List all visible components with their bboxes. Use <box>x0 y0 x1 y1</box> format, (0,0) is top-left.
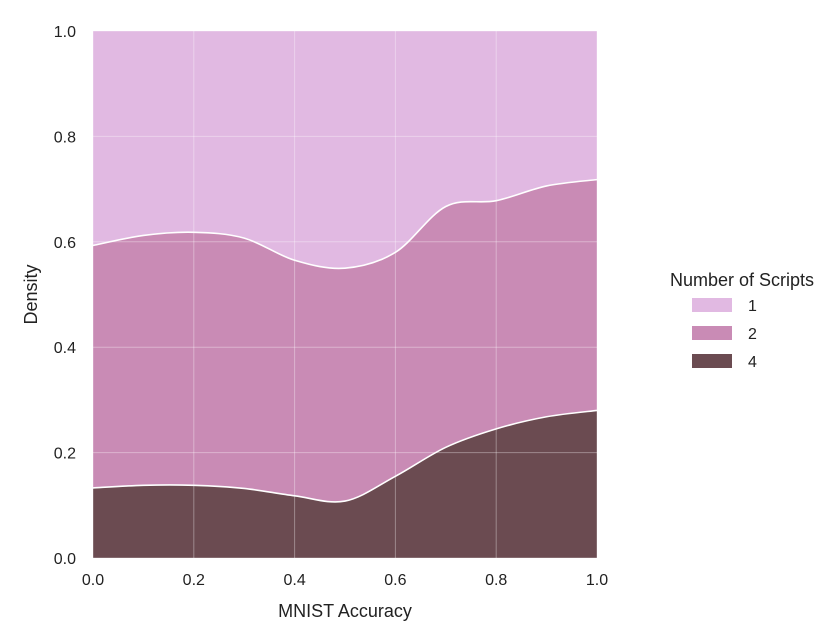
area-series-2 <box>93 179 597 502</box>
y-tick-label: 1.0 <box>54 24 76 41</box>
legend-label-2: 2 <box>748 326 757 343</box>
x-tick-label: 0.4 <box>283 572 305 589</box>
x-tick-labels: 0.0 0.2 0.4 0.6 0.8 1.0 <box>82 572 608 589</box>
grid-layer <box>92 30 598 559</box>
legend-swatch-4 <box>692 354 732 368</box>
y-tick-label: 0.8 <box>54 129 76 146</box>
boundary-layer <box>92 178 598 503</box>
y-tick-label: 0.0 <box>54 551 76 568</box>
boundary-line-series-2 <box>92 178 598 270</box>
y-tick-label: 0.6 <box>54 235 76 252</box>
legend-swatch-1 <box>692 298 732 312</box>
x-tick-label: 0.6 <box>384 572 406 589</box>
area-series-4 <box>93 410 597 558</box>
x-tick-label: 1.0 <box>586 572 608 589</box>
legend-label-1: 1 <box>748 298 757 315</box>
x-axis-title: MNIST Accuracy <box>278 601 412 621</box>
x-tick-label: 0.0 <box>82 572 104 589</box>
legend-entries: 1 2 4 <box>692 298 757 371</box>
legend: Number of Scripts 1 2 4 <box>670 270 814 371</box>
y-tick-label: 0.4 <box>54 340 76 357</box>
legend-label-4: 4 <box>748 354 757 371</box>
area-series-1 <box>93 31 597 269</box>
y-tick-label: 0.2 <box>54 446 76 463</box>
legend-title: Number of Scripts <box>670 270 814 290</box>
x-tick-label: 0.8 <box>485 572 507 589</box>
x-tick-label: 0.2 <box>183 572 205 589</box>
legend-swatch-2 <box>692 326 732 340</box>
areas-layer <box>93 31 597 558</box>
y-tick-labels: 0.0 0.2 0.4 0.6 0.8 1.0 <box>54 24 76 568</box>
y-axis-title: Density <box>21 264 41 324</box>
boundary-line-series-4 <box>92 409 598 503</box>
